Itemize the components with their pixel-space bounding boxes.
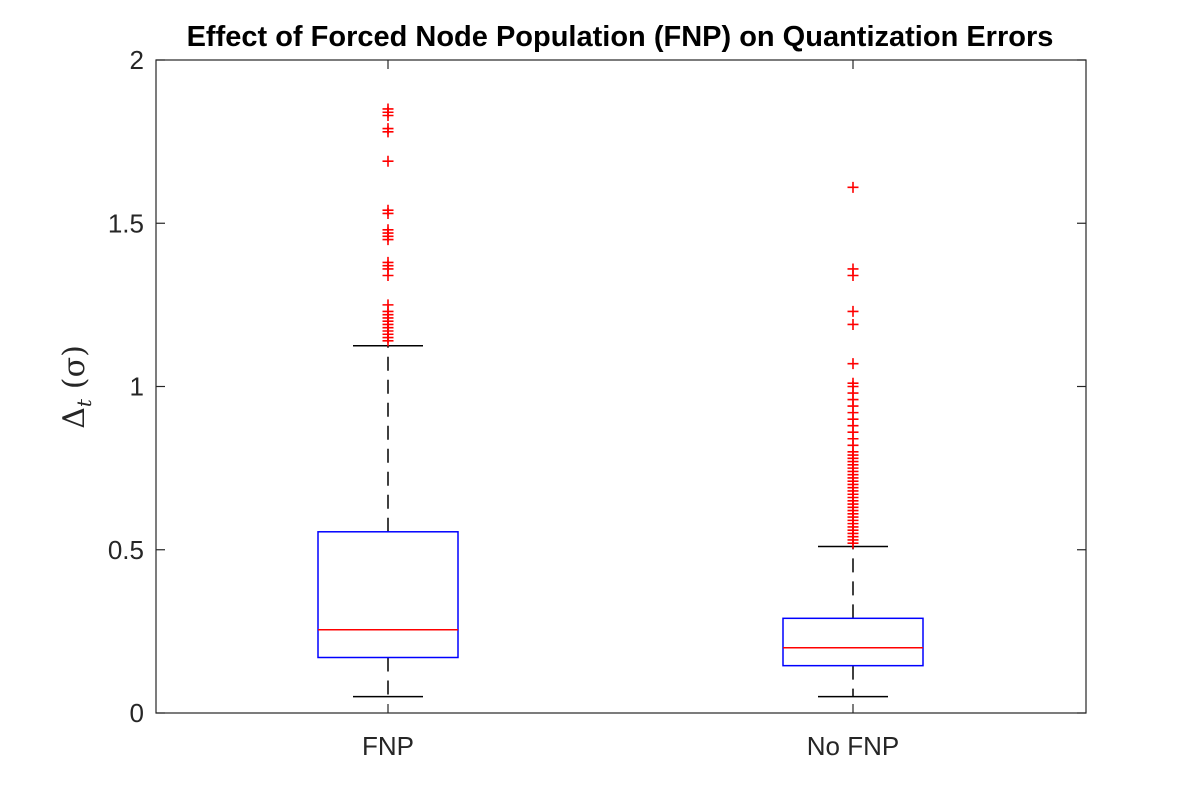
outlier-point <box>382 103 394 115</box>
x-tick-label: No FNP <box>807 731 899 761</box>
y-tick-label: 2 <box>130 45 144 75</box>
y-axis-label-sub: t <box>72 398 96 407</box>
outlier-point <box>847 377 859 389</box>
outlier-point <box>847 358 859 370</box>
y-tick-label: 1 <box>130 372 144 402</box>
outlier-point <box>847 263 859 275</box>
box-iqr <box>782 617 924 667</box>
y-tick-label: 1.5 <box>108 208 144 238</box>
outlier-point <box>382 155 394 167</box>
axes-frame <box>155 59 1087 714</box>
outlier-point <box>382 224 394 236</box>
x-tick-label: FNP <box>362 731 414 761</box>
outlier-point <box>382 204 394 216</box>
y-axis-label-main: Δ <box>57 407 92 429</box>
y-tick-label: 0 <box>130 698 144 728</box>
chart-title: Effect of Forced Node Population (FNP) o… <box>187 21 1054 53</box>
outlier-point <box>382 299 394 311</box>
y-tick-label: 0.5 <box>108 535 144 565</box>
y-axis-label: Δt (σ) <box>57 345 96 429</box>
outlier-point <box>847 318 859 330</box>
outlier-point <box>382 256 394 268</box>
y-axis-label-unit: (σ) <box>57 345 92 389</box>
box-iqr <box>317 531 459 659</box>
outlier-point <box>382 123 394 135</box>
plot-area: 0 0.5 1 1.5 2 FNP No FNP <box>108 45 1087 761</box>
outlier-point <box>847 305 859 317</box>
outlier-point <box>847 181 859 193</box>
